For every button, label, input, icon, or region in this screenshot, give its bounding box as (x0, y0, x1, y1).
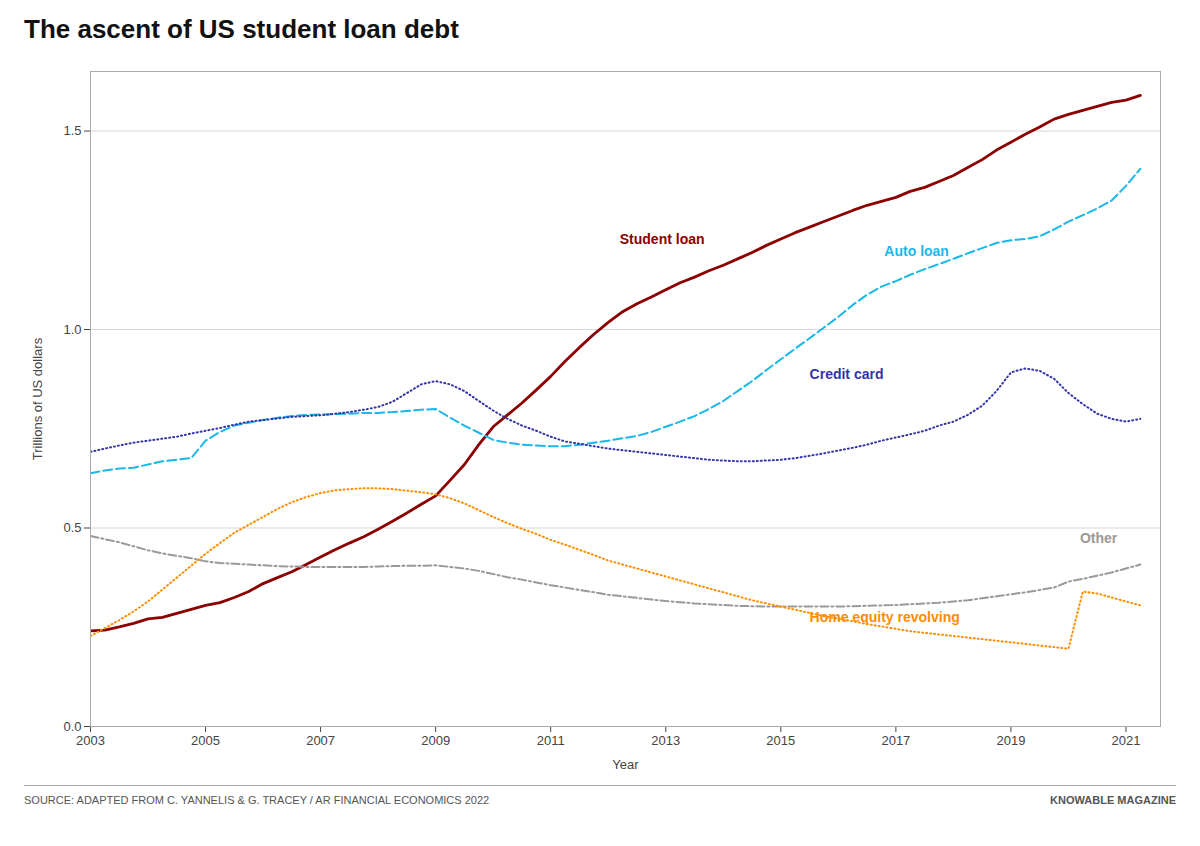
svg-text:2005: 2005 (191, 733, 220, 748)
svg-text:2013: 2013 (651, 733, 680, 748)
svg-text:2017: 2017 (881, 733, 910, 748)
svg-text:Trillions of US dollars: Trillions of US dollars (30, 337, 45, 460)
svg-text:Auto loan: Auto loan (884, 243, 949, 259)
svg-text:1.0: 1.0 (63, 322, 81, 337)
svg-text:2015: 2015 (766, 733, 795, 748)
svg-text:Home equity revolving: Home equity revolving (810, 609, 960, 625)
svg-text:Other: Other (1080, 530, 1118, 546)
svg-text:Student loan: Student loan (620, 231, 705, 247)
svg-text:Year: Year (612, 757, 639, 772)
svg-text:2007: 2007 (306, 733, 335, 748)
html-text:KNOWABLE MAGAZINE: KNOWABLE MAGAZINE (1050, 794, 1176, 806)
svg-text:2003: 2003 (76, 733, 105, 748)
svg-text:2009: 2009 (421, 733, 450, 748)
svg-text:2011: 2011 (537, 733, 565, 748)
html-text:SOURCE: ADAPTED FROM C. YANNEL: SOURCE: ADAPTED FROM C. YANNELIS & G. TR… (24, 794, 490, 806)
svg-text:1.5: 1.5 (63, 123, 81, 138)
svg-text:Credit card: Credit card (810, 366, 884, 382)
svg-text:2019: 2019 (996, 733, 1025, 748)
svg-text:2021: 2021 (1112, 733, 1141, 748)
html-text:The ascent of US student loan: The ascent of US student loan debt (24, 14, 459, 44)
svg-text:0.0: 0.0 (63, 719, 81, 734)
svg-text:0.5: 0.5 (63, 520, 81, 535)
